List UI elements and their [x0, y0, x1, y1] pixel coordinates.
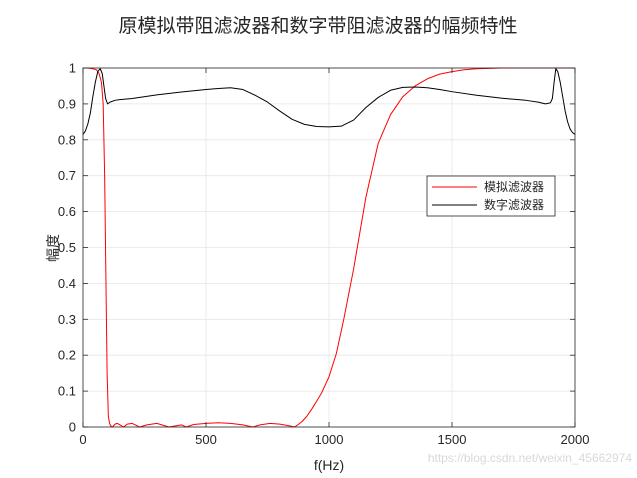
- y-tick-label: 0.1: [58, 384, 76, 399]
- series-line-analog: [83, 67, 575, 428]
- legend-label-digital: 数字滤波器: [484, 197, 544, 212]
- x-tick-label: 2000: [561, 432, 590, 447]
- x-tick-label: 500: [195, 432, 217, 447]
- x-tick-label: 1500: [438, 432, 467, 447]
- y-tick-label: 0.9: [58, 96, 76, 111]
- x-axis-label: f(Hz): [314, 457, 344, 473]
- y-tick-label: 0: [69, 420, 76, 435]
- legend: 模拟滤波器 数字滤波器: [426, 175, 556, 217]
- ticks: [82, 67, 576, 428]
- legend-label-analog: 模拟滤波器: [484, 180, 544, 194]
- legend-box: [426, 175, 556, 217]
- x-tick-labels: 0 500 1000 1500 2000: [79, 432, 589, 447]
- chart-title: 原模拟带阻滤波器和数字带阻滤波器的幅频特性: [118, 15, 517, 37]
- series-layer: [82, 67, 576, 428]
- y-tick-label: 0.8: [58, 132, 76, 147]
- x-tick-label: 0: [79, 432, 86, 447]
- y-tick-label: 1: [69, 61, 76, 76]
- y-axis-label: 幅度: [46, 234, 62, 262]
- y-tick-label: 0.6: [58, 204, 76, 219]
- y-tick-label: 0.5: [58, 240, 76, 255]
- y-tick-label: 0.4: [58, 276, 76, 291]
- y-tick-label: 0.2: [58, 348, 76, 363]
- y-tick-labels: 0 0.1 0.2 0.3 0.4 0.5 0.6 0.7 0.8 0.9 1: [58, 61, 76, 435]
- series-line-digital: [82, 68, 576, 135]
- x-tick-label: 1000: [315, 432, 344, 447]
- watermark: https://blog.csdn.net/weixin_45662974: [428, 451, 632, 465]
- y-tick-label: 0.3: [58, 312, 76, 327]
- y-tick-label: 0.7: [58, 168, 76, 183]
